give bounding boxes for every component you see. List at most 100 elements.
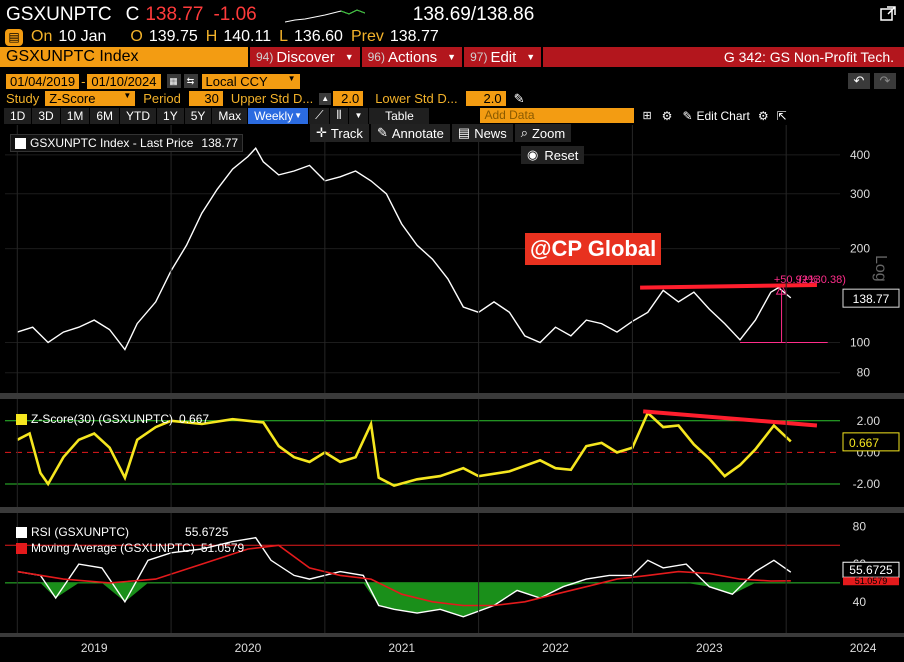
dropdown-icon: ▼ <box>294 111 303 120</box>
edit-menu[interactable]: 97) Edit ▼ <box>464 47 542 67</box>
watermark: @CP Global <box>525 233 662 265</box>
low-label: L <box>279 28 288 45</box>
add-data-input[interactable]: Add Data <box>480 108 635 123</box>
last-price: 138.77 <box>145 4 204 25</box>
price-change: -1.06 <box>213 4 257 25</box>
range-button-1d[interactable]: 1D <box>4 107 32 124</box>
line-chart-icon[interactable]: ⟋ <box>309 107 330 124</box>
swap-icon[interactable]: ⇆ <box>183 74 198 88</box>
collapse-icon[interactable]: ⇱ <box>776 108 787 123</box>
start-date-input[interactable]: 01/04/2019 <box>6 73 80 89</box>
rsi-ma-tag-box <box>843 577 899 586</box>
range-button-1m[interactable]: 1M <box>60 107 90 124</box>
annotate-button[interactable]: ✎ Annotate <box>370 124 450 142</box>
table-button[interactable]: Table <box>369 107 430 124</box>
panel-separator <box>0 633 904 637</box>
on-label: On <box>31 28 53 45</box>
popout-icon[interactable] <box>880 6 896 28</box>
function-header: GSXUNPTC Index 94) Discover ▼ 96) Actions ▼ … <box>0 47 904 67</box>
study-select[interactable]: Z-Score ▼ <box>45 91 136 106</box>
trendline <box>640 282 817 290</box>
trendline <box>643 409 818 428</box>
high-label: H <box>205 28 218 45</box>
range-button-ytd[interactable]: YTD <box>120 107 157 124</box>
discover-menu[interactable]: 94) Discover ▼ <box>250 47 360 67</box>
price-tick-label: 100 <box>850 336 870 350</box>
page-title: G 342: GS Non-Profit Tech. <box>543 47 904 67</box>
actions-menu[interactable]: 96) Actions ▼ <box>361 47 463 67</box>
track-button[interactable]: ✛ Track <box>310 124 369 142</box>
news-button[interactable]: ▤ News <box>451 124 513 142</box>
price-tick-label: 400 <box>850 148 870 162</box>
edit-chart-button[interactable]: Edit Chart <box>696 108 750 123</box>
up-arrow-icon: ▲ <box>319 92 332 105</box>
news-icon: ▤ <box>457 125 471 140</box>
period-input[interactable]: 30 <box>188 91 223 106</box>
sparkline-icon <box>284 9 365 23</box>
range-button-3d[interactable]: 3D <box>32 107 60 124</box>
panel-separator <box>0 393 904 399</box>
upper-std-input[interactable]: 2.0 <box>333 91 364 106</box>
chart-layout-icon[interactable]: ⊞ <box>642 110 652 122</box>
reset-button[interactable]: ◉ Reset <box>521 146 585 164</box>
rsi-ma-legend[interactable]: Moving Average (GSXUNPTC) 51.0579 <box>16 541 244 555</box>
dropdown-icon: ▼ <box>123 91 132 100</box>
zscore-tick-label: 2.00 <box>857 414 881 428</box>
x-tick-label: 2019 <box>81 641 108 655</box>
legend-swatch <box>16 526 27 538</box>
range-button-5y[interactable]: 5Y <box>184 107 212 124</box>
settings-icon[interactable]: ⚙ <box>757 108 769 123</box>
open-label: O <box>130 28 143 45</box>
currency-select[interactable]: Local CCY ▼ <box>201 73 300 89</box>
rsi-last-tag: 55.6725 <box>849 563 893 577</box>
frequency-select[interactable]: Weekly ▼ <box>248 107 309 124</box>
price-legend[interactable]: GSXUNPTC Index - Last Price 138.77 <box>10 134 244 152</box>
x-tick-label: 2020 <box>235 641 262 655</box>
range-button-1y[interactable]: 1Y <box>157 107 184 124</box>
chart-tools: ✛ Track ✎ Annotate ▤ News ⌕ Zoom <box>310 124 572 142</box>
bar-type-icon[interactable]: ⫴ <box>330 107 348 124</box>
more-dropdown[interactable]: ▼ <box>348 107 369 124</box>
prev-value: 138.77 <box>389 28 439 45</box>
range-button-6m[interactable]: 6M <box>90 107 120 124</box>
range-button-max[interactable]: Max <box>212 107 248 124</box>
calendar-icon[interactable]: ▦ <box>166 74 181 88</box>
x-tick-label: 2021 <box>388 641 415 655</box>
prev-label: Prev <box>350 28 384 45</box>
zscore-legend[interactable]: Z-Score(30) (GSXUNPTC) 0.667 <box>16 412 209 426</box>
rsi-legend[interactable]: RSI (GSXUNPTC) 55.6725 <box>16 525 228 539</box>
study-label: Study <box>6 91 40 106</box>
range-buttons: 1D 3D 1M 6M YTD 1Y 5Y Max <box>4 107 248 124</box>
price-panel: 400 300 200 100 80 Log +50.92%(+130.38) 138.77 <box>0 147 904 399</box>
high-value: 140.11 <box>223 28 272 45</box>
price-tick-label: 80 <box>857 366 871 380</box>
rsi-tick-label: 80 <box>853 519 867 533</box>
upper-std-label: Upper Std D... <box>230 91 314 106</box>
undo-icon[interactable]: ↶ <box>848 73 870 89</box>
rsi-oversold-fill <box>17 582 791 617</box>
price-series-line <box>17 147 792 351</box>
price-tick-label: 300 <box>850 187 870 201</box>
settings-icon[interactable]: ⚙ <box>661 108 673 123</box>
alert-icon[interactable]: ▤ <box>5 28 23 46</box>
security-title[interactable]: GSXUNPTC Index <box>0 47 248 67</box>
annotation-percent: +50.92% <box>774 274 818 286</box>
legend-swatch <box>16 542 27 554</box>
zoom-button[interactable]: ⌕ Zoom <box>514 124 572 142</box>
redo-icon[interactable]: ↷ <box>874 73 896 89</box>
pencil-icon[interactable]: ✎ <box>682 108 693 123</box>
magnifier-icon: ⌕ <box>520 125 528 140</box>
price-last-tag-box <box>842 288 900 308</box>
ticker-bar: GSXUNPTC C 138.77 -1.06 138.69/138.86 <box>0 0 904 30</box>
rsi-ma-line <box>17 544 791 607</box>
rsi-ma-tag: 51.0579 <box>855 576 888 586</box>
lower-std-label: Lower Std D... <box>375 91 458 106</box>
end-date-input[interactable]: 01/10/2024 <box>87 73 161 89</box>
quote-bar: ▤ On 10 Jan O 139.75 H 140.11 L 136.60 P… <box>0 27 904 47</box>
low-value: 136.60 <box>294 28 343 45</box>
chart-area[interactable]: 40030020010080Log+50.92%(+130.38)138.77 … <box>0 125 904 662</box>
lower-std-input[interactable]: 2.0 <box>465 91 506 106</box>
pencil-icon[interactable]: ✎ <box>513 90 525 106</box>
quote-date: 10 Jan <box>58 28 107 45</box>
